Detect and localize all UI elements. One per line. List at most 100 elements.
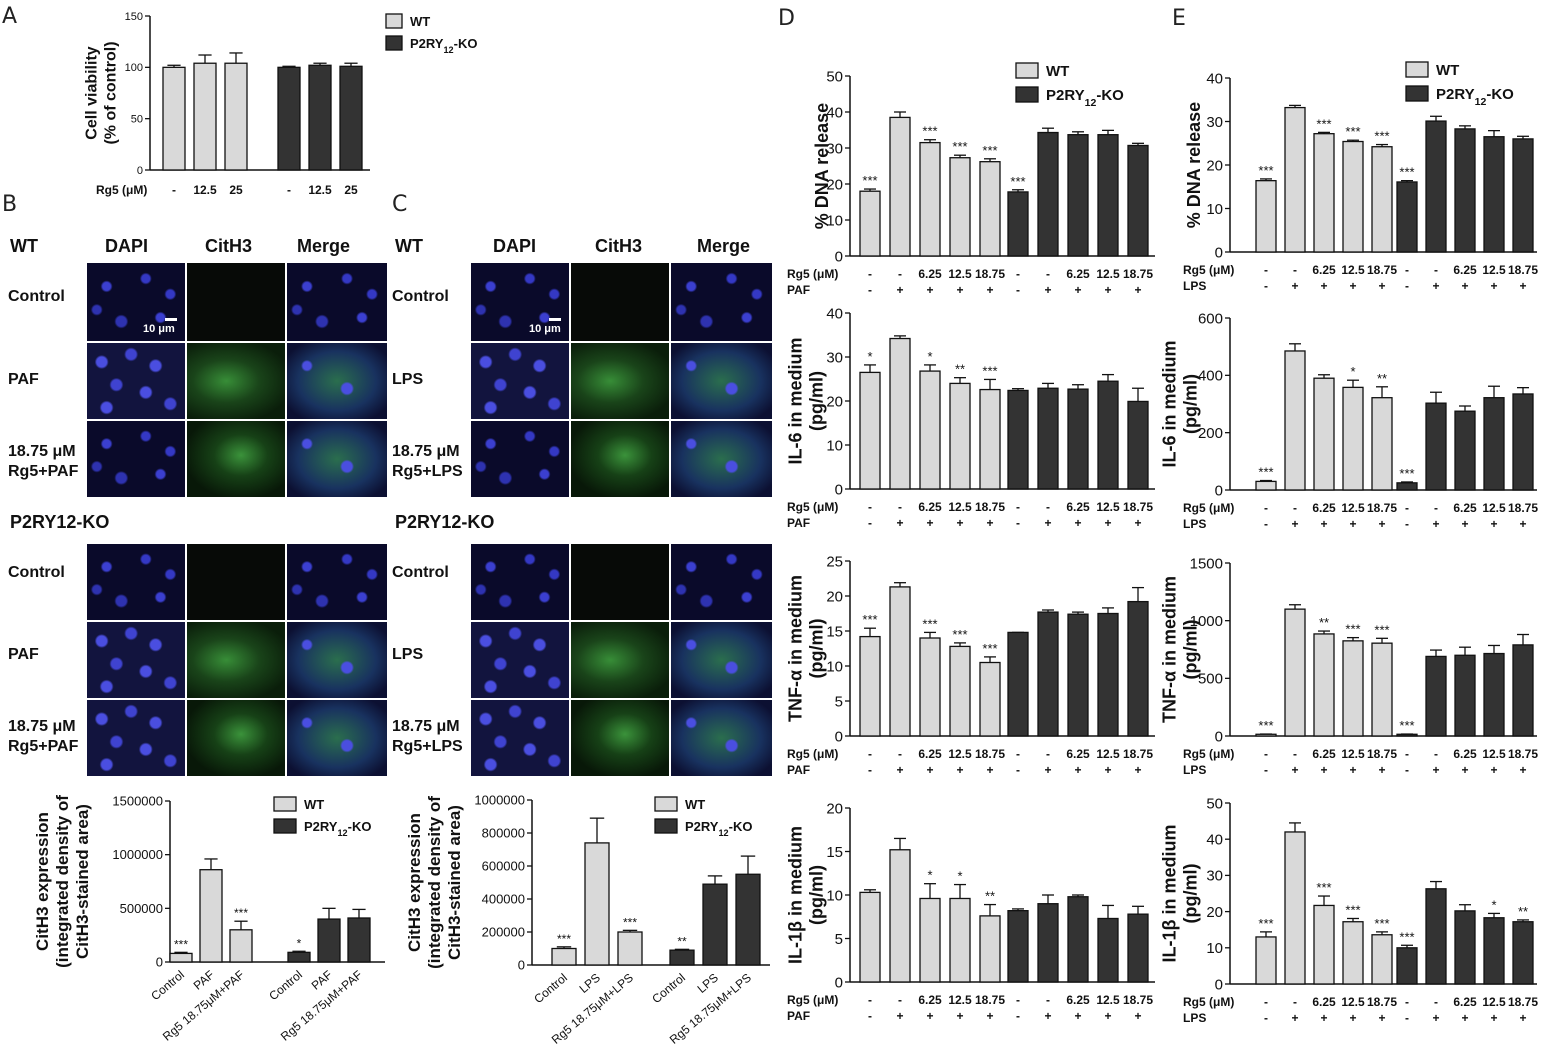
bar-D3-1-1	[1037, 611, 1059, 737]
y-tick-label: 500000	[120, 901, 163, 916]
row-label: PAF	[787, 516, 810, 530]
bar-B-0-1	[199, 869, 223, 963]
dose-label: 12.5	[308, 183, 332, 197]
dose-label: -	[1405, 995, 1409, 1009]
significance-label: ***	[1399, 466, 1414, 481]
micro-b-ko-merge-2	[286, 621, 388, 699]
y-tick-label: 40	[1206, 831, 1223, 848]
micro-c-wt-cith3-2	[570, 342, 670, 420]
bar-D3-0-4	[979, 661, 1001, 737]
micro-c-col-dapi: DAPI	[493, 236, 537, 256]
y-axis-label-line: TNF-α in medium	[1160, 576, 1180, 723]
bar-B-0-2	[229, 929, 253, 963]
y-tick-label: 1500	[1190, 555, 1223, 572]
bar-B-1-0	[287, 951, 311, 963]
dose-label: 18.75	[1367, 501, 1397, 515]
dose-label: -	[1293, 501, 1297, 515]
significance-label: **	[955, 362, 965, 377]
significance-label: ***	[922, 616, 937, 631]
y-tick-label: 0	[1215, 482, 1223, 499]
dose-label: -	[898, 747, 902, 761]
row-label: Rg5 (μM)	[96, 183, 147, 197]
stim-label: +	[1134, 283, 1141, 297]
micro-b-ko-dapi-1	[86, 543, 186, 621]
y-axis-label-line: (pg/ml)	[807, 865, 827, 925]
significance-label: ***	[1316, 116, 1331, 131]
micro-b-col-cith3: CitH3	[205, 236, 253, 256]
stim-label: +	[1378, 1011, 1385, 1025]
y-tick-label: 20	[826, 588, 843, 605]
dose-label: -	[1405, 263, 1409, 277]
stim-label: +	[1291, 279, 1298, 293]
chart-C: 0 200000 400000 600000 800000 1000000 *** Contr…	[405, 793, 770, 1047]
y-axis-label-line: (pg/ml)	[807, 371, 827, 431]
dose-label: -	[1264, 747, 1268, 761]
micro-b-ko-row-control: Control	[8, 564, 65, 581]
bar-D3-1-3	[1097, 612, 1119, 737]
stim-label: +	[1461, 517, 1468, 531]
y-tick-label: 15	[826, 844, 843, 861]
dose-label: 12.5	[1096, 747, 1120, 761]
dose-label: 12.5	[948, 993, 972, 1007]
bar-E3-0-2	[1313, 633, 1335, 737]
y-tick-label: 400	[1198, 368, 1223, 385]
bar-E2-1-0	[1396, 482, 1418, 491]
micro-b-wt-title: WT	[10, 236, 38, 256]
micro-c-ko-row-control: Control	[392, 564, 449, 581]
stim-label: +	[1074, 763, 1081, 777]
micro-c-ko-row-lps: LPS	[392, 646, 424, 663]
dose-label: -	[172, 183, 176, 197]
micro-b-wt-row-paf: PAF	[8, 371, 39, 388]
dose-label: -	[898, 500, 902, 514]
stim-label: +	[1104, 283, 1111, 297]
significance-label: ***	[557, 932, 571, 946]
micro-c-ko-row-rg5lps: 18.75 μM Rg5+LPS	[392, 718, 463, 755]
dose-label: -	[1434, 995, 1438, 1009]
panel-letter-e: E	[1172, 6, 1186, 31]
dose-label: 18.75	[1367, 995, 1397, 1009]
stim-label: +	[1519, 1011, 1526, 1025]
stim-label: +	[896, 763, 903, 777]
significance-label: *	[957, 869, 962, 884]
y-axis-label-line: IL-1β in medium	[786, 826, 806, 964]
legend-label-d-0: WT	[1046, 63, 1069, 80]
chart-D1: 0 10 20 30 40 50 *** - - - + *** 6.25 + *** 12.5 + *** 18.…	[787, 62, 1155, 297]
row-label: LPS	[1183, 1011, 1206, 1025]
y-tick-label: 800000	[482, 826, 525, 841]
micro-b-ko-row-rg5paf: 18.75 μM Rg5+PAF	[8, 718, 79, 755]
bar-D2-1-4	[1127, 400, 1149, 490]
dose-label: 6.25	[1312, 263, 1336, 277]
y-tick-label: 1000	[1190, 613, 1223, 630]
y-tick-label: 1000000	[112, 847, 163, 862]
y-tick-label: 10	[826, 437, 843, 454]
bar-E3-1-4	[1512, 644, 1534, 737]
dose-label: -	[1046, 993, 1050, 1007]
scale-label-c: 10 μm	[529, 323, 561, 335]
dose-label: 6.25	[1312, 995, 1336, 1009]
bar-D2-0-2	[919, 370, 941, 490]
y-axis-label-D2: IL-6 in medium (pg/ml)	[786, 337, 827, 464]
row-label: Rg5 (μM)	[787, 993, 838, 1007]
y-tick-label: 0	[137, 165, 143, 177]
micro-b-ko-title: P2RY12-KO	[10, 512, 110, 532]
significance-label: ***	[1399, 165, 1414, 180]
y-tick-label: 10	[826, 658, 843, 675]
bar-E1-1-0	[1396, 181, 1418, 253]
dose-label: 18.75	[1367, 747, 1397, 761]
dose-label: 6.25	[918, 500, 942, 514]
micro-c-wt-merge-1	[670, 262, 773, 342]
dose-label: 12.5	[193, 183, 217, 197]
legend-swatch-b-1	[273, 818, 297, 834]
dose-label: -	[868, 993, 872, 1007]
micro-b-col-dapi: DAPI	[105, 236, 149, 256]
y-axis-label-line: (pg/ml)	[1181, 864, 1201, 924]
bar-D1-1-4	[1127, 144, 1149, 257]
micro-c-col-merge: Merge	[697, 236, 751, 256]
legend-swatch-b-0	[273, 796, 297, 812]
significance-label: ***	[1399, 929, 1414, 944]
category-label: Control	[649, 971, 688, 1007]
bar-D4-0-1	[889, 849, 911, 983]
y-tick-label: 10	[826, 887, 843, 904]
stim-label: +	[1104, 1009, 1111, 1023]
y-axis-label-line: CitH3 expression	[33, 812, 52, 951]
